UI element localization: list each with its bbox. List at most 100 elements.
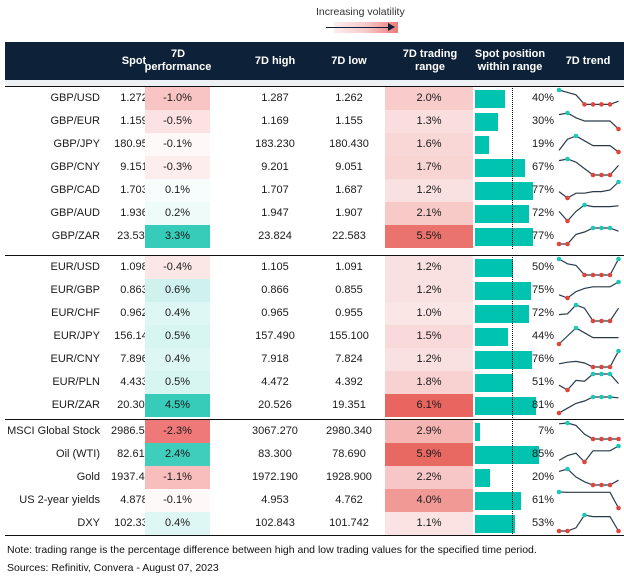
performance-cell: -0.4% <box>145 256 210 279</box>
position-bar <box>475 282 532 300</box>
range-cell: 1.6% <box>385 133 473 156</box>
trend-max-marker <box>556 256 562 262</box>
high-value: 1.105 <box>261 261 289 273</box>
position-percent: 53% <box>531 517 554 529</box>
trend-min-marker <box>590 172 596 178</box>
high-value: 4.953 <box>261 494 289 506</box>
position-percent: 50% <box>531 261 554 273</box>
range-cell: 2.2% <box>385 466 473 489</box>
instrument-name: GBP/CNY <box>50 161 100 173</box>
position-bar <box>475 113 498 131</box>
trend-max-marker <box>616 443 621 449</box>
performance-cell: -0.3% <box>145 156 210 179</box>
trend-min-marker <box>607 272 613 278</box>
trend-max-marker <box>565 466 570 472</box>
range-cell: 1.0% <box>385 302 473 325</box>
position-bar <box>475 90 505 108</box>
low-value: 180.430 <box>329 138 369 150</box>
performance-cell: 0.4% <box>145 512 210 535</box>
position-bar <box>475 515 515 533</box>
trend-max-marker <box>590 371 596 377</box>
trend-min-marker <box>590 272 596 278</box>
position-percent: 76% <box>531 353 554 365</box>
performance-cell: -1.1% <box>145 466 210 489</box>
trend-sparkline <box>556 302 622 325</box>
trend-min-marker <box>607 102 613 107</box>
trend-line <box>558 350 620 368</box>
table-row: EUR/CHF 0.962 0.4% 0.965 0.955 1.0% 72% <box>5 302 624 325</box>
position-percent: 40% <box>531 92 554 104</box>
high-value: 9.201 <box>261 161 289 173</box>
trend-min-marker <box>607 318 613 324</box>
position-bar <box>475 228 533 246</box>
instrument-name: EUR/ZAR <box>51 399 100 411</box>
trend-sparkline <box>556 279 622 302</box>
trend-sparkline <box>556 348 622 371</box>
table-row: GBP/CAD 1.703 0.1% 1.707 1.687 1.2% 77% <box>5 179 624 202</box>
trend-max-marker <box>616 256 621 262</box>
trend-min-marker <box>556 528 562 534</box>
position-percent: 85% <box>531 448 554 460</box>
trend-min-marker <box>590 364 596 370</box>
spot-value: 4.878 <box>120 494 148 506</box>
trend-line <box>558 304 619 322</box>
position-percent: 72% <box>531 307 554 319</box>
table-row: GBP/EUR 1.159 -0.5% 1.169 1.155 1.3% 30% <box>5 110 624 133</box>
trend-max-marker <box>599 394 604 400</box>
performance-cell: -1.0% <box>145 87 210 110</box>
table-group: MSCI Global Stock 2986.540 -2.3% 3067.270 29… <box>5 419 624 535</box>
spot-value: 7.896 <box>120 353 148 365</box>
trend-min-marker <box>599 364 604 370</box>
spot-value: 156.140 <box>114 330 154 342</box>
trend-line <box>558 258 620 276</box>
performance-cell: -0.5% <box>145 110 210 133</box>
position-percent: 77% <box>531 230 554 242</box>
position-bar <box>475 259 513 277</box>
high-value: 1.947 <box>261 207 289 219</box>
position-bar <box>475 492 521 510</box>
position-percent: 44% <box>531 330 554 342</box>
trend-sparkline <box>556 325 622 348</box>
trend-min-marker <box>565 387 570 393</box>
trend-max-marker <box>565 420 570 426</box>
performance-cell: -0.1% <box>145 133 210 156</box>
trend-line <box>558 112 619 130</box>
header-low: 7D low <box>331 54 367 67</box>
trend-min-marker <box>556 241 562 247</box>
high-value: 20.526 <box>258 399 292 411</box>
trend-min-marker <box>582 459 587 465</box>
instrument-name: EUR/PLN <box>52 376 100 388</box>
trend-min-marker <box>607 482 613 488</box>
table-row: EUR/GBP 0.863 0.6% 0.866 0.855 1.2% 75% <box>5 279 624 302</box>
trend-sparkline <box>556 225 622 248</box>
spot-value: 180.950 <box>114 138 154 150</box>
trend-max-marker <box>556 489 562 495</box>
instrument-name: GBP/USD <box>50 92 100 104</box>
trend-max-marker <box>616 348 621 354</box>
trend-min-marker <box>616 126 621 132</box>
trend-min-marker <box>599 102 604 107</box>
position-percent: 51% <box>531 376 554 388</box>
instrument-name: GBP/CAD <box>50 184 100 196</box>
trend-min-marker <box>599 436 604 442</box>
header-perf: 7D performance <box>144 48 212 73</box>
trend-sparkline <box>556 443 622 466</box>
range-cell: 1.2% <box>385 348 473 371</box>
trend-min-marker <box>582 102 587 107</box>
position-bar <box>475 205 529 223</box>
position-percent: 61% <box>531 494 554 506</box>
table-row: Oil (WTI) 82.610 2.4% 83.300 78.690 5.9% 85% <box>5 443 624 466</box>
trend-line <box>558 204 619 222</box>
spot-value: 1.936 <box>120 207 148 219</box>
instrument-name: DXY <box>77 517 100 529</box>
position-percent: 20% <box>531 471 554 483</box>
position-bar <box>475 351 532 369</box>
instrument-name: GBP/JPY <box>53 138 100 150</box>
table-row: DXY 102.331 0.4% 102.843 101.742 1.1% 53% <box>5 512 624 535</box>
high-value: 1.169 <box>261 115 289 127</box>
high-value: 23.824 <box>258 230 292 242</box>
position-bar <box>475 136 490 154</box>
instrument-name: GBP/EUR <box>50 115 100 127</box>
trend-max-marker <box>616 179 621 185</box>
sources: Sources: Refinitiv, Convera - August 07,… <box>7 562 219 574</box>
